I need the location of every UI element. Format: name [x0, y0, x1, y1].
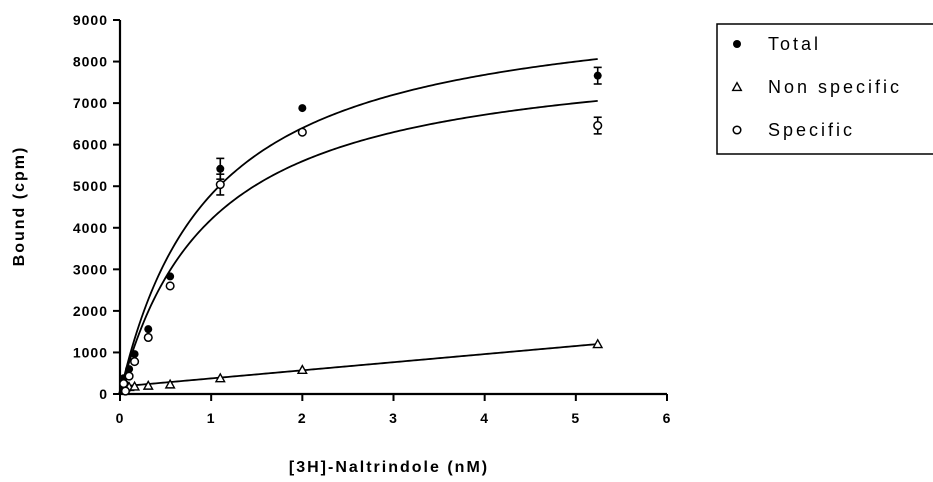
data-point — [216, 164, 225, 173]
legend-marker — [733, 40, 741, 48]
data-point — [593, 121, 603, 131]
data-point — [164, 378, 176, 389]
data-point — [165, 281, 175, 291]
x-tick-label: 6 — [663, 410, 672, 426]
y-tick-label: 3000 — [73, 261, 108, 277]
y-tick-label: 4000 — [73, 220, 108, 236]
legend-marker — [731, 81, 743, 92]
legend: Total Non specific Specific — [716, 23, 933, 155]
data-point — [125, 365, 134, 374]
data-point — [296, 364, 308, 375]
y-tick-label: 0 — [99, 386, 108, 402]
data-point — [592, 338, 604, 349]
data-point — [166, 272, 175, 281]
fit-curve — [119, 58, 598, 395]
data-point — [298, 104, 307, 113]
data-point — [142, 379, 154, 390]
x-tick-label: 0 — [116, 410, 125, 426]
plot-area: 0 1000 2000 3000 4000 5000 6000 7000 8000 9000 0 1 2… — [73, 12, 672, 426]
data-point — [297, 127, 307, 137]
data-point — [129, 380, 141, 391]
data-point — [144, 325, 153, 334]
data-point — [119, 379, 129, 389]
data-point — [593, 71, 602, 80]
y-tick-label: 8000 — [73, 54, 108, 70]
fit-curve — [119, 99, 598, 395]
x-tick-label: 3 — [389, 410, 398, 426]
y-tick-label: 5000 — [73, 178, 108, 194]
fit-curve — [119, 343, 598, 388]
x-tick-label: 2 — [298, 410, 307, 426]
legend-box — [716, 23, 933, 155]
data-point — [214, 372, 226, 383]
data-point — [120, 386, 131, 396]
y-tick-label: 7000 — [73, 95, 108, 111]
data-point — [215, 180, 225, 190]
data-point — [130, 357, 140, 367]
y-tick-label: 6000 — [73, 137, 108, 153]
data-point — [130, 350, 139, 359]
data-point — [143, 332, 153, 343]
x-tick-label: 1 — [207, 410, 216, 426]
x-tick-label: 4 — [480, 410, 489, 426]
legend-marker — [732, 125, 742, 135]
y-tick-label: 2000 — [73, 303, 108, 319]
legend-label: Specific — [768, 120, 855, 140]
legend-label: Non specific — [768, 77, 902, 97]
y-tick-label: 9000 — [73, 12, 108, 28]
x-axis-title: [3H]-Naltrindole (nM) — [289, 459, 489, 476]
x-tick-label: 5 — [571, 410, 580, 426]
y-axis-title: Bound (cpm) — [11, 146, 28, 267]
legend-label: Total — [768, 34, 821, 54]
y-tick-label: 1000 — [73, 344, 108, 360]
data-point — [124, 371, 134, 381]
